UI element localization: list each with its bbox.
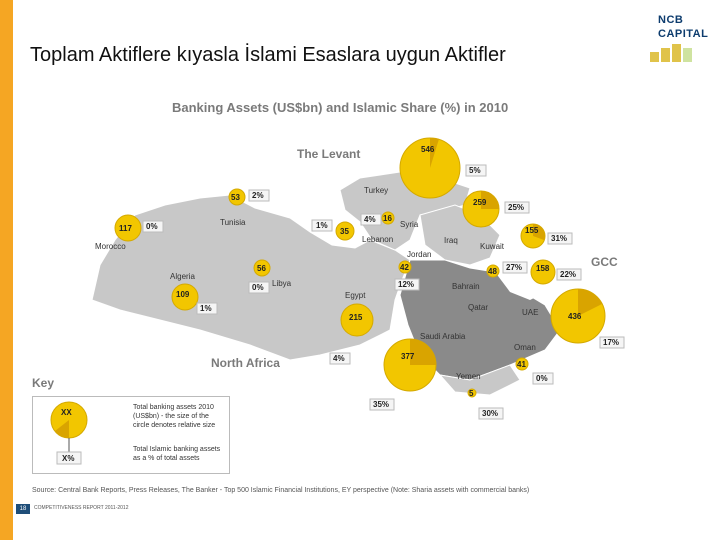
value-jordan: 42 — [400, 263, 409, 272]
bubble-syria: 16 Syria 4% — [360, 211, 419, 229]
slide-title: Toplam Aktiflere kıyasla İslami Esaslara… — [30, 44, 506, 66]
bubble-kuwait: 155 Kuwait 31% — [480, 223, 573, 251]
value-egypt: 215 — [349, 313, 363, 322]
ncb-capital-logo: NCB CAPITAL — [650, 8, 714, 68]
accent-bar — [0, 0, 13, 540]
region-levant: The Levant — [297, 147, 360, 161]
key-pct-label: X% — [62, 454, 74, 463]
value-morocco: 117 — [119, 224, 132, 233]
value-saudi-arabia: 377 — [401, 352, 415, 361]
value-algeria: 109 — [176, 290, 190, 299]
value-turkey: 546 — [421, 145, 435, 154]
value-oman: 41 — [517, 360, 526, 369]
label-bahrain: Bahrain — [452, 282, 480, 291]
label-yemen: Yemen — [456, 372, 481, 381]
label-turkey: Turkey — [364, 186, 388, 195]
footer-page-number: 18 — [16, 504, 30, 514]
footer-text: COMPETITIVENESS REPORT 2011-2012 — [34, 505, 129, 511]
region-north-africa: North Africa — [211, 356, 280, 370]
value-syria: 16 — [383, 214, 392, 223]
bubble-saudi-arabia: 377 Saudi Arabia 35% — [369, 332, 466, 411]
label-syria: Syria — [400, 220, 419, 229]
key-circle-label: XX — [61, 408, 72, 417]
value-bahrain: 48 — [488, 267, 497, 276]
value-kuwait: 155 — [525, 226, 539, 235]
gulf-water — [495, 272, 540, 300]
value-tunisia: 53 — [231, 193, 240, 202]
bubble-morocco: 117 Morocco 0% — [95, 214, 164, 251]
share-libya: 0% — [252, 283, 264, 292]
label-iraq: Iraq — [444, 236, 458, 245]
share-lebanon: 1% — [316, 221, 328, 230]
share-qatar: 22% — [560, 270, 576, 279]
bubble-yemen: 5 Yemen 30% — [456, 372, 504, 420]
label-kuwait: Kuwait — [480, 242, 505, 251]
share-bahrain: 27% — [506, 263, 522, 272]
key-title: Key — [32, 376, 55, 390]
bubble-egypt: 215 Egypt 4% — [329, 291, 374, 365]
share-egypt: 4% — [333, 354, 345, 363]
label-tunisia: Tunisia — [220, 218, 246, 227]
label-uae: UAE — [522, 308, 538, 317]
label-jordan: Jordan — [407, 250, 431, 259]
label-lebanon: Lebanon — [362, 235, 393, 244]
bubble-oman: 41 Oman 0% — [514, 343, 554, 385]
share-morocco: 0% — [146, 222, 158, 231]
share-tunisia: 2% — [252, 191, 264, 200]
share-syria: 4% — [364, 215, 376, 224]
label-saudi-arabia: Saudi Arabia — [420, 332, 466, 341]
label-qatar: Qatar — [468, 303, 488, 312]
share-iraq: 25% — [508, 203, 524, 212]
source-note: Source: Central Bank Reports, Press Rele… — [32, 487, 530, 494]
value-libya: 56 — [257, 264, 266, 273]
logo-line2: CAPITAL — [658, 28, 709, 40]
bubble-uae: 436 UAE 17% — [522, 288, 625, 349]
bubble-libya: 56 Libya 0% — [248, 259, 292, 294]
value-yemen: 5 — [469, 389, 474, 398]
share-yemen: 30% — [482, 409, 498, 418]
logo-mark-icon — [650, 44, 692, 62]
label-libya: Libya — [272, 279, 292, 288]
value-uae: 436 — [568, 312, 582, 321]
label-egypt: Egypt — [345, 291, 366, 300]
value-qatar: 158 — [536, 264, 550, 273]
bubble-qatar: 158 Qatar 22% — [468, 259, 582, 312]
bubble-turkey: 546 Turkey 5% — [364, 137, 487, 199]
bubble-bahrain: 48 Bahrain 27% — [452, 261, 528, 291]
bubble-jordan: 42 Jordan 12% — [394, 250, 431, 291]
label-algeria: Algeria — [170, 272, 195, 281]
key-pct-desc: Total Islamic banking assets as a % of t… — [133, 446, 221, 462]
label-morocco: Morocco — [95, 242, 126, 251]
region-gcc: GCC — [591, 255, 618, 269]
label-oman: Oman — [514, 343, 536, 352]
bubble-tunisia: 53 Tunisia 2% — [220, 188, 270, 227]
share-kuwait: 31% — [551, 234, 567, 243]
share-algeria: 1% — [200, 304, 212, 313]
share-uae: 17% — [603, 338, 619, 347]
bubble-algeria: 109 Algeria 1% — [170, 272, 218, 315]
share-oman: 0% — [536, 374, 548, 383]
key-circle-desc: Total banking assets 2010 (US$bn) - the … — [133, 404, 216, 429]
value-lebanon: 35 — [340, 227, 349, 236]
yemen-land — [438, 364, 521, 396]
map-title: Banking Assets (US$bn) and Islamic Share… — [172, 100, 509, 115]
share-turkey: 5% — [469, 166, 481, 175]
key-circle-icon: XX X% — [50, 401, 88, 465]
key-legend: XX X% Total banking assets 2010 (US$bn) … — [32, 396, 230, 474]
logo-line1: NCB — [658, 14, 684, 26]
bubble-iraq: 259 Iraq 25% — [444, 190, 530, 245]
bubble-lebanon: 35 Lebanon 1% — [311, 219, 393, 244]
value-iraq: 259 — [473, 198, 487, 207]
share-jordan: 12% — [398, 280, 414, 289]
share-saudi-arabia: 35% — [373, 400, 389, 409]
